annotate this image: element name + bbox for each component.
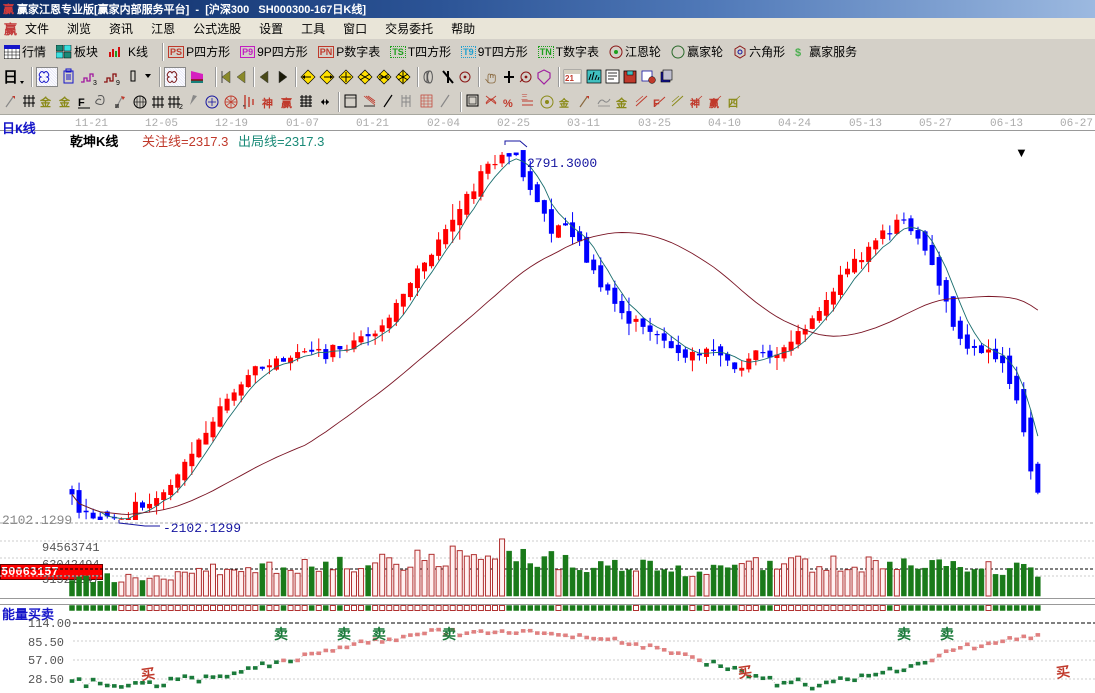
svg-text:9: 9 xyxy=(116,80,120,86)
svg-text:日: 日 xyxy=(3,69,18,86)
svg-text:2: 2 xyxy=(179,104,183,111)
svg-text:3: 3 xyxy=(93,80,97,86)
svg-text:赢: 赢 xyxy=(281,96,292,110)
svg-text:金: 金 xyxy=(58,95,71,109)
svg-text:$: $ xyxy=(795,47,801,59)
svg-text:四: 四 xyxy=(728,98,738,110)
svg-text:神: 神 xyxy=(262,96,273,110)
svg-text:F: F xyxy=(78,97,85,109)
svg-text:三: 三 xyxy=(521,93,528,101)
svg-text:金: 金 xyxy=(558,97,570,110)
svg-text:金: 金 xyxy=(39,95,52,109)
svg-text:金: 金 xyxy=(615,96,628,110)
svg-text:21: 21 xyxy=(565,74,574,83)
svg-text:%: % xyxy=(503,98,513,110)
